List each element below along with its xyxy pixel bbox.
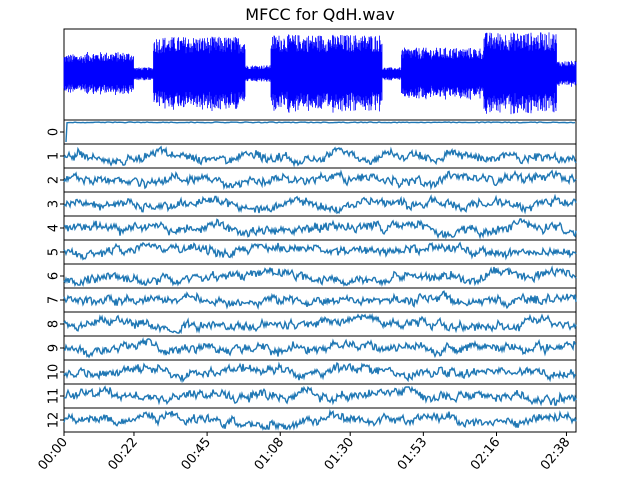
mfcc-series-11: [63, 385, 577, 407]
waveform-series: [63, 32, 577, 115]
mfcc-strip-1: 1: [47, 143, 577, 169]
mfcc-strip-3: 3: [47, 191, 577, 217]
mfcc-strip-5: 5: [47, 239, 577, 265]
mfcc-strip-7: 7: [47, 287, 577, 313]
mfcc-series-12: [63, 408, 577, 431]
chart-title: MFCC for QdH.wav: [245, 5, 394, 24]
mfcc-strip-9: 9: [47, 335, 577, 361]
mfcc-strip-12: 12: [47, 407, 577, 433]
mfcc-series-4: [63, 218, 577, 240]
mfcc-series-10: [63, 361, 577, 383]
mfcc-series-2: [63, 169, 577, 191]
x-tick-label-6: 02:16: [468, 435, 504, 473]
x-tick-label-7: 02:38: [538, 435, 574, 473]
y-tick-label-12: 12: [47, 412, 62, 429]
y-tick-label-3: 3: [47, 200, 62, 208]
mfcc-strip-0: 0: [47, 119, 577, 145]
x-tick-label-3: 01:08: [252, 435, 288, 473]
mfcc-strip-2: 2: [47, 167, 577, 193]
y-tick-label-10: 10: [47, 364, 62, 381]
y-tick-label-6: 6: [47, 272, 62, 280]
x-tick-label-5: 01:53: [395, 435, 431, 473]
mfcc-strip-10: 10: [47, 359, 577, 385]
x-tick-label-4: 01:30: [322, 435, 358, 473]
y-tick-label-1: 1: [47, 152, 62, 160]
mfcc-series-9: [63, 337, 577, 359]
y-tick-label-5: 5: [47, 248, 62, 256]
x-axis: 00:00 00:22 00:45 01:08 01:30 01:53 02:16 02:38: [35, 432, 574, 473]
y-tick-label-8: 8: [47, 320, 62, 328]
y-tick-label-11: 11: [47, 388, 62, 405]
y-tick-label-0: 0: [47, 128, 62, 136]
mfcc-series-0: [65, 121, 576, 143]
y-tick-label-9: 9: [47, 344, 62, 352]
mfcc-series-8: [63, 312, 577, 335]
y-tick-label-7: 7: [47, 296, 62, 304]
mfcc-series-1: [63, 145, 577, 168]
mfcc-strip-frame-9: [63, 335, 577, 361]
y-tick-label-2: 2: [47, 176, 62, 184]
mfcc-strip-11: 11: [47, 383, 577, 409]
mfcc-series-7: [63, 290, 577, 311]
mfcc-strip-frame-8: [63, 311, 577, 337]
mfcc-series-5: [63, 241, 577, 261]
x-tick-label-1: 00:22: [105, 435, 141, 473]
mfcc-strip-frame-0: [63, 119, 577, 145]
mfcc-strip-frame-3: [63, 191, 577, 217]
mfcc-strip-frame-6: [63, 263, 577, 289]
mfcc-strip-6: 6: [47, 263, 577, 289]
y-tick-label-4: 4: [47, 224, 62, 232]
mfcc-strip-8: 8: [47, 311, 577, 337]
x-tick-label-0: 00:00: [35, 435, 71, 473]
mfcc-series-3: [63, 193, 577, 215]
mfcc-strip-4: 4: [47, 215, 577, 241]
x-tick-label-2: 00:45: [179, 435, 215, 473]
mfcc-series-6: [63, 265, 577, 288]
